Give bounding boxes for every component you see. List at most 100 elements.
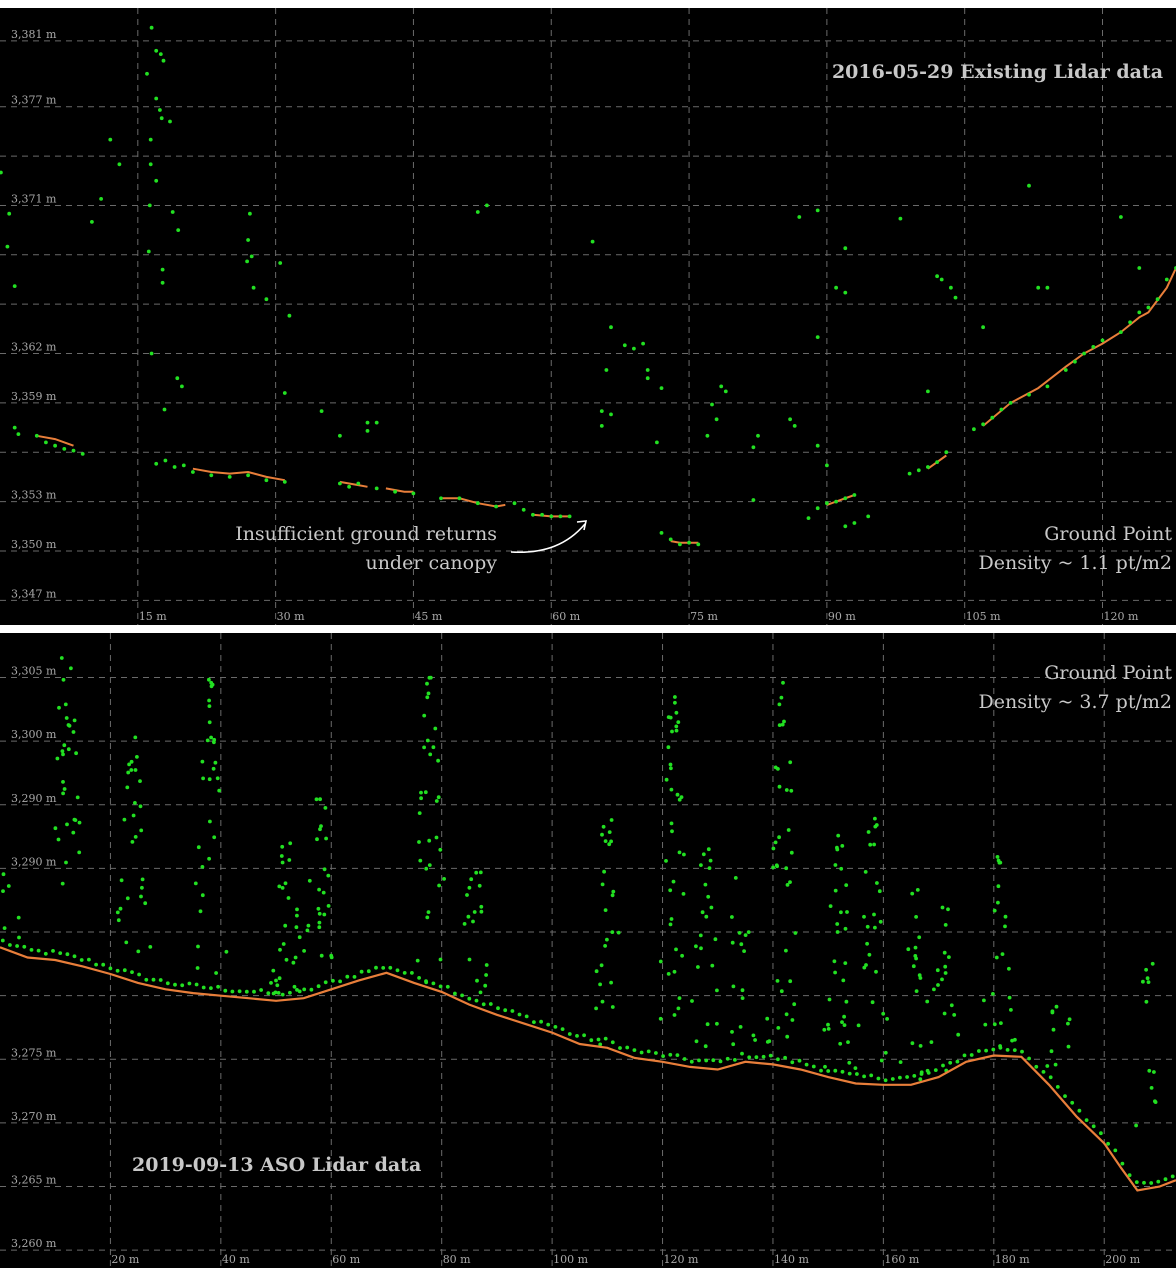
vegetation-point [609,412,613,417]
vegetation-point [806,516,811,520]
vegetation-point [600,999,605,1004]
vegetation-point [833,863,838,867]
ground-point [1048,1075,1053,1080]
vegetation-point [314,797,319,802]
ground-point [180,983,185,988]
ground-point [747,1055,752,1060]
ground-point [1134,1180,1139,1184]
vegetation-point [883,1050,888,1055]
vegetation-point [949,1003,954,1008]
vegetation-point [140,877,145,882]
ground-point [246,473,251,478]
vegetation-point [1145,976,1150,981]
ground-point [438,984,443,989]
vegetation-point [784,1012,789,1017]
ground-point [869,1073,874,1078]
y-tick-label: 3,290 m [11,792,57,805]
ground-point [331,978,335,983]
vegetation-point [898,216,903,221]
vegetation-point [598,982,602,987]
vegetation-point [827,997,832,1002]
vegetation-point [943,971,948,975]
ground-point [843,496,848,501]
ground-point [1091,1124,1096,1129]
vegetation-point [873,824,878,829]
vegetation-point [124,940,129,945]
vegetation-point [1153,1099,1157,1104]
vegetation-point [914,989,919,993]
vegetation-point [118,906,123,911]
vegetation-point [72,817,77,822]
vegetation-point [669,821,674,826]
vegetation-point [599,963,604,968]
vegetation-point [913,945,918,950]
ground-point [494,504,498,509]
ground-point [916,468,921,473]
ground-point [646,1049,651,1054]
vegetation-point [609,980,613,985]
canopy-arrow [510,523,586,554]
ground-point [496,1006,500,1011]
vegetation-point [1146,980,1151,984]
vegetation-point [782,719,786,724]
vegetation-point [872,912,876,917]
vegetation-point [205,738,210,743]
vegetation-point [700,910,705,915]
vegetation-point [1013,1037,1017,1042]
vegetation-point [844,999,849,1004]
vegetation-point [828,904,833,908]
ground-point [172,465,177,469]
vegetation-point [611,889,616,894]
vegetation-point [245,259,250,264]
vegetation-point [297,989,302,994]
vegetation-point [877,889,882,894]
ground-point [1063,368,1068,372]
vegetation-point [730,915,734,919]
vegetation-point [607,830,612,834]
ground-point [558,514,563,519]
ground-point [481,1002,486,1007]
vegetation-point [844,883,849,887]
ground-point [962,1053,967,1058]
vegetation-point [671,879,676,884]
vegetation-point [207,698,212,703]
y-tick-label: 3,275 m [11,1046,57,1059]
vegetation-point [706,847,711,852]
vegetation-point [836,833,841,838]
ground-point [15,944,19,948]
vegetation-point [696,965,700,969]
ground-point [266,991,271,996]
vegetation-point [196,845,201,850]
ground-point [1119,330,1123,334]
vegetation-point [944,450,949,455]
vegetation-point [322,867,327,872]
vegetation-point [271,968,276,973]
vegetation-point [145,71,149,76]
vegetation-point [158,108,162,112]
ground-point [668,1052,673,1057]
vegetation-point [323,806,328,810]
vegetation-point [133,801,137,805]
ground-point [1005,1048,1010,1052]
ground-point [115,968,120,973]
ground-point [1027,1056,1031,1061]
vegetation-point [133,768,138,772]
ground-point [475,501,480,506]
ground-surface-segment [826,494,855,506]
vegetation-point [677,850,682,855]
vegetation-point [316,906,321,911]
vegetation-point [680,953,684,958]
vegetation-point [61,752,65,757]
vegetation-point [280,886,285,890]
ground-point [582,1033,586,1038]
vegetation-point [462,922,467,926]
ground-point [165,981,170,986]
vegetation-point [779,989,784,994]
y-tick-label: 3,300 m [11,728,57,741]
vegetation-point [282,391,287,395]
vegetation-point [602,869,606,874]
vegetation-point [139,828,144,833]
vegetation-point [792,1002,797,1007]
ground-point [194,982,199,987]
ground-point [955,1059,960,1064]
